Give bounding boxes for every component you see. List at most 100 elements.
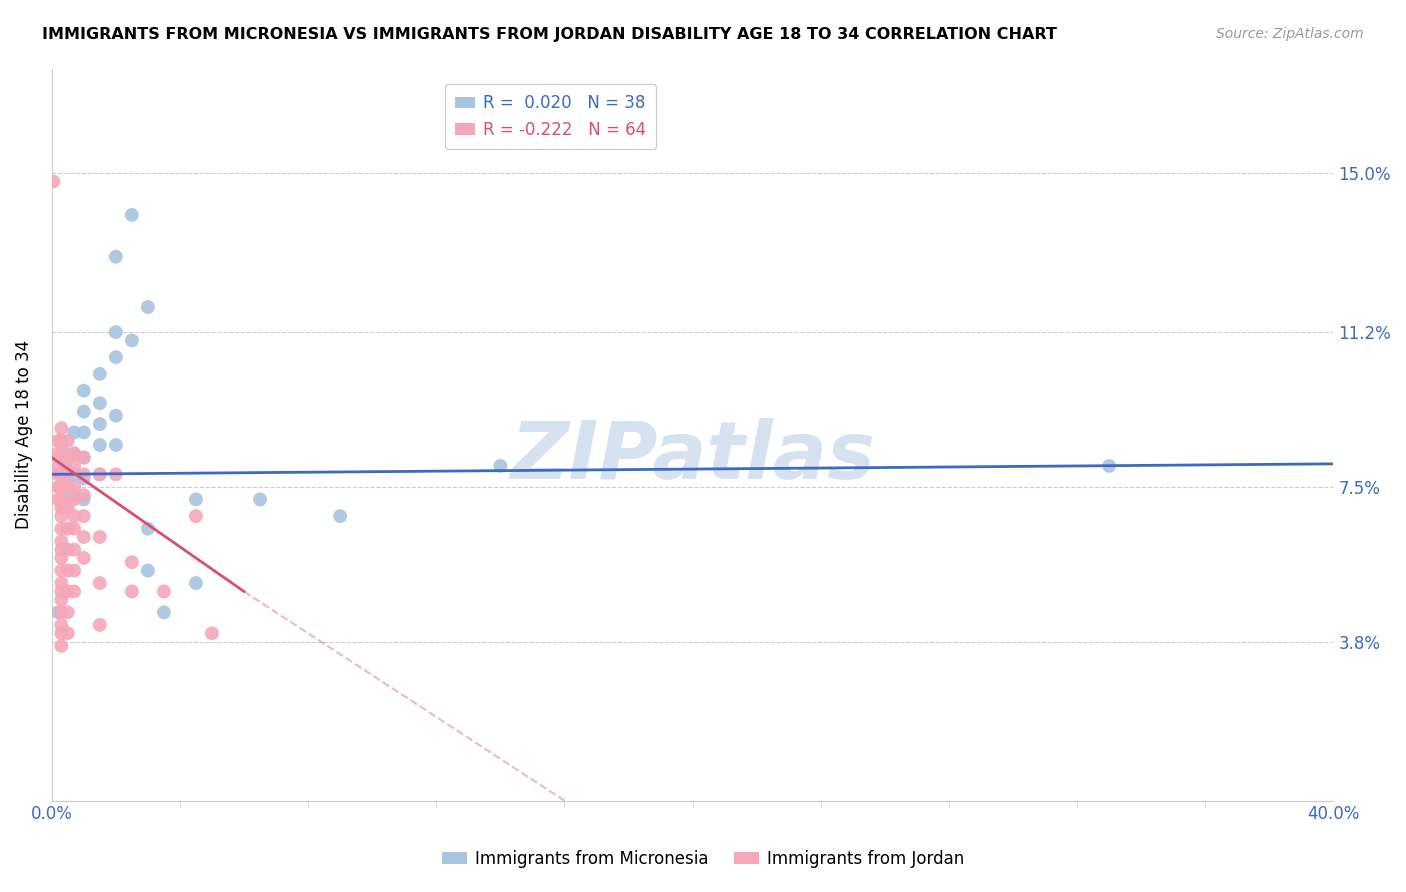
Point [53,446,76,460]
Point [42,174,65,188]
Point [51,606,73,620]
Point [56,626,79,640]
Point [51,467,73,482]
Point [56,564,79,578]
Point [51,421,73,435]
Point [104,409,127,423]
Point [63,446,86,460]
Point [89,367,111,381]
Text: ZIPatlas: ZIPatlas [510,417,875,496]
Point [53,500,76,515]
Point [73,467,96,482]
Point [104,438,127,452]
Point [201,626,224,640]
Point [46,446,69,460]
Point [489,458,512,473]
Text: Source: ZipAtlas.com: Source: ZipAtlas.com [1216,27,1364,41]
Point [104,250,127,264]
Point [51,438,73,452]
Point [63,458,86,473]
Point [89,576,111,591]
Point [56,606,79,620]
Point [51,592,73,607]
Point [56,542,79,557]
Point [153,606,176,620]
Point [56,480,79,494]
Point [56,450,79,465]
Point [46,467,69,482]
Point [51,434,73,448]
Point [51,542,73,557]
Point [89,467,111,482]
Point [51,522,73,536]
Point [51,450,73,465]
Point [46,434,69,448]
Point [46,492,69,507]
Point [56,522,79,536]
Point [56,467,79,482]
Point [63,584,86,599]
Point [73,530,96,544]
Point [63,542,86,557]
Point [51,492,73,507]
Point [51,564,73,578]
Point [73,404,96,418]
Point [46,458,69,473]
Point [89,396,111,410]
Point [51,618,73,632]
Point [56,584,79,599]
Point [46,606,69,620]
Legend: Immigrants from Micronesia, Immigrants from Jordan: Immigrants from Micronesia, Immigrants f… [434,844,972,875]
Point [104,350,127,364]
Point [51,576,73,591]
Point [89,618,111,632]
Point [63,467,86,482]
Point [73,492,96,507]
Point [63,488,86,502]
Point [1098,458,1121,473]
Point [63,564,86,578]
Point [121,208,143,222]
Point [51,639,73,653]
Point [56,434,79,448]
Point [51,551,73,566]
Y-axis label: Disability Age 18 to 34: Disability Age 18 to 34 [15,340,32,529]
Point [249,492,271,507]
Point [121,555,143,569]
Point [73,509,96,524]
Point [89,417,111,431]
Point [89,530,111,544]
Point [136,300,159,314]
Point [46,480,69,494]
Point [73,488,96,502]
Point [63,492,86,507]
Text: IMMIGRANTS FROM MICRONESIA VS IMMIGRANTS FROM JORDAN DISABILITY AGE 18 TO 34 COR: IMMIGRANTS FROM MICRONESIA VS IMMIGRANTS… [42,27,1057,42]
Point [121,584,143,599]
Point [63,446,86,460]
Point [184,576,207,591]
Point [53,475,76,490]
Point [136,564,159,578]
Point [53,483,76,498]
Point [51,480,73,494]
Point [89,467,111,482]
Point [63,509,86,524]
Point [73,425,96,440]
Point [63,480,86,494]
Point [153,584,176,599]
Point [51,584,73,599]
Point [136,522,159,536]
Point [51,534,73,549]
Point [73,471,96,485]
Point [51,500,73,515]
Point [89,438,111,452]
Point [104,325,127,339]
Point [63,522,86,536]
Point [184,509,207,524]
Legend: R =  0.020   N = 38, R = -0.222   N = 64: R = 0.020 N = 38, R = -0.222 N = 64 [444,84,657,148]
Point [51,509,73,524]
Point [73,450,96,465]
Point [73,551,96,566]
Point [184,492,207,507]
Point [329,509,352,524]
